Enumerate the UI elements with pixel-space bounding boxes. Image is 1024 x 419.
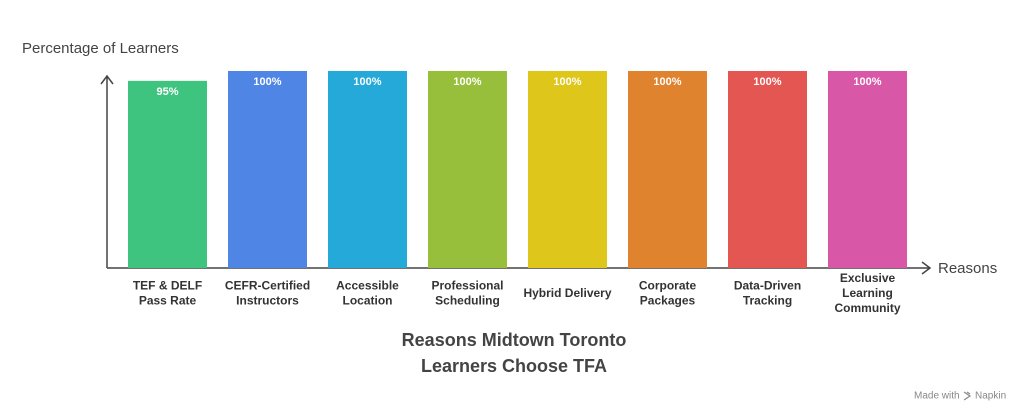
- bar: [328, 71, 407, 268]
- value-label: 100%: [853, 76, 881, 88]
- bar: [828, 71, 907, 268]
- value-label: 100%: [753, 76, 781, 88]
- x-tick-label: Data-Driven Tracking: [734, 279, 801, 308]
- x-tick-label: Accessible Location: [336, 279, 399, 308]
- watermark: Made with: [914, 391, 960, 402]
- y-axis: [100, 74, 114, 268]
- value-label: 100%: [453, 76, 481, 88]
- value-label: 100%: [653, 76, 681, 88]
- bar: [628, 71, 707, 268]
- value-label: 100%: [553, 76, 581, 88]
- bar: [228, 71, 307, 268]
- bar: [728, 71, 807, 268]
- value-label: 100%: [253, 76, 281, 88]
- bar: [128, 80, 207, 268]
- x-tick-label: Corporate Packages: [639, 279, 697, 308]
- x-tick-label: Hybrid Delivery: [523, 286, 611, 300]
- watermark-brand: Napkin: [975, 391, 1006, 402]
- x-tick-label: Professional Scheduling: [431, 279, 503, 308]
- x-axis-label: Reasons: [938, 260, 997, 277]
- value-label: 100%: [353, 76, 381, 88]
- chart-title: Reasons Midtown Toronto Learners Choose T…: [402, 330, 627, 376]
- bar: [528, 71, 607, 268]
- x-tick-label: Exclusive Learning Community: [835, 271, 901, 315]
- napkin-icon: [963, 391, 972, 401]
- x-tick-label: TEF & DELF Pass Rate: [133, 279, 202, 308]
- bar: [428, 71, 507, 268]
- x-tick-label: CEFR-Certified Instructors: [225, 279, 310, 308]
- y-axis-label: Percentage of Learners: [22, 40, 179, 57]
- value-label: 95%: [156, 86, 178, 98]
